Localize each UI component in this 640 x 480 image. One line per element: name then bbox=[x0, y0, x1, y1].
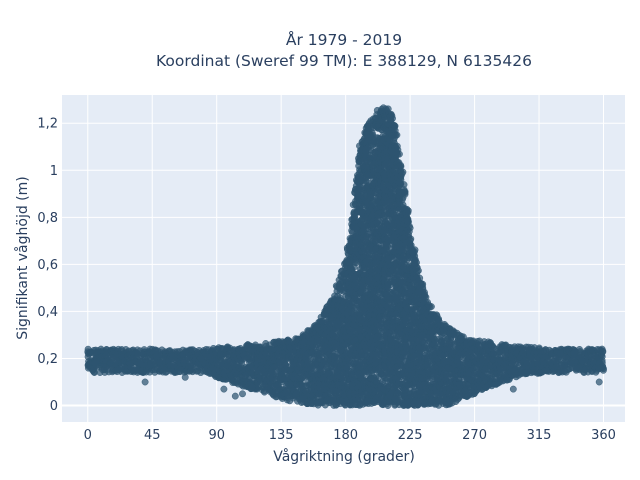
data-points bbox=[84, 104, 607, 409]
chart-title-line-1: År 1979 - 2019 bbox=[286, 30, 402, 49]
data-point bbox=[390, 121, 398, 129]
data-point bbox=[397, 161, 405, 169]
chart-title-line-2: Koordinat (Sweref 99 TM): E 388129, N 61… bbox=[156, 52, 532, 70]
data-point bbox=[395, 150, 403, 158]
data-point bbox=[389, 115, 396, 122]
data-point bbox=[393, 131, 401, 139]
